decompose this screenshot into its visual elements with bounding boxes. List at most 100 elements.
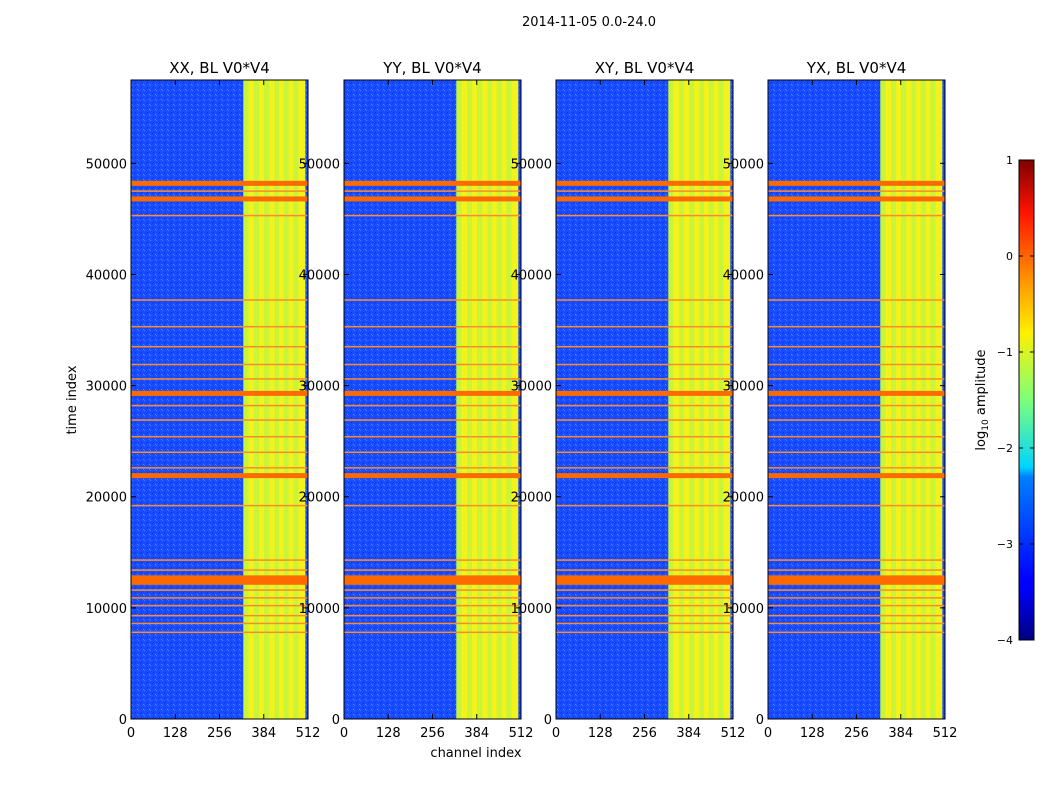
flagged-row [556, 196, 733, 202]
colorbar: 1 0 −1 −2 −3 −4 log10 amplitude [974, 154, 1035, 647]
flagged-row [556, 504, 733, 507]
panels: XX, BL V0*V4 0 128 256 384 512 0 10000 20000 3000… [86, 59, 958, 741]
flagged-row [344, 363, 521, 366]
flagged-row [344, 180, 521, 186]
flagged-row [131, 614, 308, 617]
flagged-row [556, 325, 733, 328]
flagged-row [131, 325, 308, 328]
flagged-row [556, 569, 733, 571]
flagged-row [556, 451, 733, 454]
hot-channel-line [274, 80, 282, 719]
panel-2: YY, BL V0*V4 0 128 256 384 512 0 10000 20000 3000… [299, 59, 534, 741]
flagged-row [131, 390, 308, 396]
x-tick-label: 512 [721, 726, 746, 741]
flagged-row [768, 190, 945, 192]
flagged-row [556, 378, 733, 380]
y-tick-label: 30000 [723, 380, 764, 395]
y-tick-label: 40000 [86, 268, 127, 283]
flagged-row [131, 345, 308, 348]
hot-channel-line [243, 80, 251, 719]
colorbar-tick-label: −3 [997, 538, 1013, 551]
hot-channel-line [906, 80, 914, 719]
flagged-row [344, 196, 521, 202]
hot-channel-line [269, 80, 277, 719]
flagged-row [768, 569, 945, 571]
x-tick-label: 512 [509, 726, 534, 741]
panel-1: XX, BL V0*V4 0 128 256 384 512 0 10000 20000 3000… [86, 59, 321, 741]
flagged-row [131, 214, 308, 217]
flagged-row [768, 378, 945, 380]
flagged-row [556, 579, 733, 585]
flagged-row [344, 631, 521, 634]
flagged-row [131, 604, 308, 607]
flagged-row [556, 559, 733, 561]
flagged-row [344, 435, 521, 438]
x-tick-label: 128 [588, 726, 613, 741]
y-tick-label: 30000 [86, 380, 127, 395]
hot-channel-line [467, 80, 475, 719]
hot-channel-line [920, 80, 928, 719]
hot-channel-line [298, 80, 306, 719]
flagged-row [556, 473, 733, 479]
x-tick-label: 0 [340, 726, 348, 741]
flagged-row [768, 196, 945, 202]
flagged-row [131, 419, 308, 421]
hot-channel-line [703, 80, 711, 719]
flagged-row [344, 378, 521, 380]
flagged-row [556, 604, 733, 607]
flagged-row [344, 569, 521, 571]
hot-channel-line [456, 80, 464, 719]
flagged-row [344, 559, 521, 561]
x-tick-label: 256 [632, 726, 657, 741]
flagged-row [131, 473, 308, 479]
x-tick-label: 0 [552, 726, 560, 741]
y-tick-label: 40000 [299, 268, 340, 283]
flagged-row [556, 190, 733, 192]
flagged-row [131, 597, 308, 599]
flagged-row [344, 299, 521, 301]
flagged-row [556, 180, 733, 186]
flagged-row [131, 559, 308, 561]
hot-channel-line [911, 80, 919, 719]
flagged-row [556, 345, 733, 348]
flagged-row [556, 435, 733, 438]
flagged-row [344, 325, 521, 328]
x-tick-label: 128 [800, 726, 825, 741]
panel-title: XX, BL V0*V4 [169, 59, 270, 77]
y-tick-label: 10000 [723, 602, 764, 617]
panel-title: XY, BL V0*V4 [595, 59, 695, 77]
hot-channel-line [471, 80, 479, 719]
y-tick-label: 10000 [299, 602, 340, 617]
flagged-row [344, 404, 521, 407]
flagged-row [556, 614, 733, 617]
hot-channel-line [288, 80, 296, 719]
flagged-row [344, 214, 521, 217]
flagged-row [344, 190, 521, 192]
colorbar-gradient [1018, 159, 1035, 641]
hot-channel-line [487, 80, 495, 719]
x-tick-label: 128 [376, 726, 401, 741]
y-tick-label: 0 [332, 713, 340, 728]
flagged-row [556, 299, 733, 301]
flagged-row [556, 631, 733, 634]
flagged-row [556, 622, 733, 625]
x-tick-label: 0 [127, 726, 135, 741]
flagged-row [131, 575, 308, 581]
x-tick-label: 384 [676, 726, 701, 741]
y-tick-label: 30000 [299, 380, 340, 395]
flagged-row [556, 575, 733, 581]
y-tick-label: 20000 [86, 491, 127, 506]
flagged-row [131, 622, 308, 625]
flagged-row [768, 435, 945, 438]
y-tick-label: 0 [119, 713, 127, 728]
hot-channel-line [482, 80, 490, 719]
flagged-row [768, 180, 945, 186]
flagged-row [768, 363, 945, 366]
flagged-row [768, 451, 945, 454]
x-tick-label: 384 [464, 726, 489, 741]
flagged-row [768, 614, 945, 617]
hot-channel-line [694, 80, 702, 719]
flagged-row [131, 196, 308, 202]
flagged-row [556, 390, 733, 396]
y-tick-label: 50000 [86, 157, 127, 172]
